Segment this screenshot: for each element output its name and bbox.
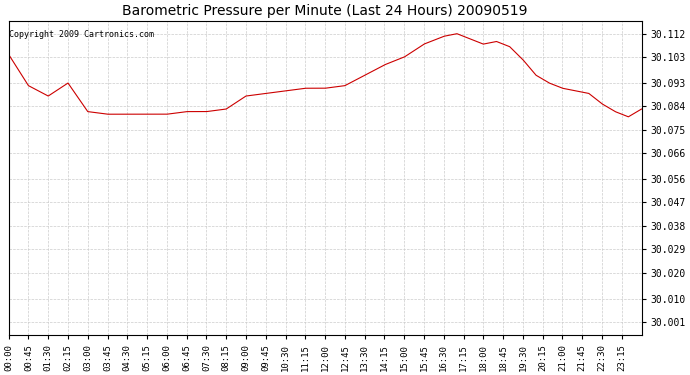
Title: Barometric Pressure per Minute (Last 24 Hours) 20090519: Barometric Pressure per Minute (Last 24 … xyxy=(122,4,528,18)
Text: Copyright 2009 Cartronics.com: Copyright 2009 Cartronics.com xyxy=(9,30,155,39)
